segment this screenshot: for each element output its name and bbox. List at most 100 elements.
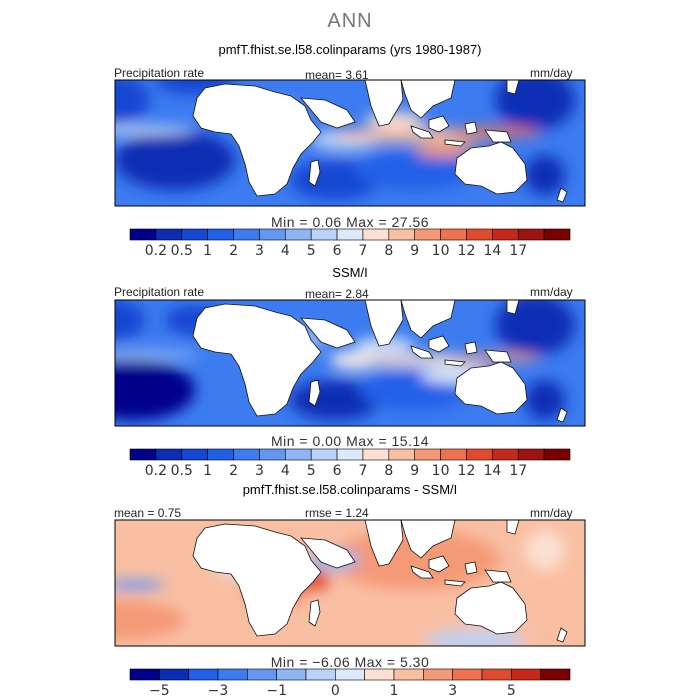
panel2-mean-text: mean= 2.84 — [305, 287, 369, 301]
colorbar-swatch — [259, 448, 286, 461]
colorbar-swatch — [364, 668, 395, 681]
colorbar-tick-label: −3 — [208, 683, 229, 699]
colorbar-swatch — [155, 448, 183, 461]
colorbar-swatch — [388, 448, 416, 461]
colorbar-swatch — [310, 448, 338, 461]
panel2-field-cell — [525, 380, 565, 420]
panel1-field-cell — [525, 155, 565, 195]
colorbar-swatch — [517, 228, 545, 241]
panel1-units: mm/day — [530, 66, 573, 80]
colorbar-tick-label: 3 — [255, 243, 264, 259]
colorbar-swatch — [129, 228, 157, 241]
colorbar-swatch — [492, 448, 519, 461]
colorbar-swatch — [517, 448, 545, 461]
panel1-title: pmfT.fhist.se.l58.colinparams (yrs 1980-… — [218, 42, 482, 57]
colorbar-tick-label: 7 — [358, 463, 367, 479]
panel3-field-cell — [525, 530, 565, 570]
colorbar-swatch — [336, 448, 364, 461]
colorbar-tick-label: 8 — [384, 463, 393, 479]
panel3-mean-text: mean = 0.75 — [114, 506, 182, 520]
panel1-variable-label: Precipitation rate — [114, 66, 205, 80]
panel2-field-cell — [115, 350, 200, 360]
colorbar-swatch — [540, 668, 571, 681]
panel1-map — [114, 79, 586, 207]
panel1-frame — [114, 79, 586, 207]
colorbar-tick-label: 9 — [410, 463, 419, 479]
panel1-mean-text: mean= 3.61 — [305, 68, 369, 82]
colorbar-swatch — [335, 668, 365, 681]
colorbar-tick-label: −1 — [266, 683, 287, 699]
colorbar-tick-label: 0.2 — [145, 463, 167, 479]
colorbar-swatch — [233, 228, 260, 241]
panel2-units: mm/day — [530, 285, 573, 299]
colorbar-tick-label: 1 — [390, 683, 399, 699]
panel2-variable-label: Precipitation rate — [114, 285, 205, 299]
colorbar-tick-label: 4 — [281, 463, 290, 479]
colorbar-swatch — [543, 228, 571, 241]
panel1-minmax: Min = 0.06 Max = 27.56 — [270, 214, 430, 230]
panel2-title: SSM/I — [332, 265, 368, 280]
colorbar-tick-label: −5 — [149, 683, 170, 699]
colorbar-swatch — [492, 228, 519, 241]
colorbar-tick-label: 12 — [458, 463, 476, 479]
colorbar-swatch — [466, 228, 493, 241]
panel3-field-cell — [425, 630, 525, 646]
panel3-map — [114, 519, 586, 647]
colorbar-swatch — [440, 448, 467, 461]
colorbar-swatch — [276, 668, 307, 681]
colorbar-swatch — [336, 228, 364, 241]
colorbar-tick-label: 17 — [509, 243, 527, 259]
colorbar-swatch — [452, 668, 483, 681]
colorbar-swatch — [155, 228, 183, 241]
colorbar-swatch — [388, 228, 416, 241]
colorbar-swatch — [543, 448, 571, 461]
colorbar-tick-label: 14 — [483, 463, 501, 479]
panel2-minmax: Min = 0.00 Max = 15.14 — [270, 433, 430, 449]
colorbar-swatch — [362, 448, 390, 461]
panel3-units: mm/day — [530, 506, 573, 520]
colorbar-tick-label: 2 — [229, 463, 238, 479]
colorbar-swatch — [284, 448, 312, 461]
colorbar-swatch — [414, 228, 441, 241]
colorbar-tick-label: 10 — [432, 463, 450, 479]
colorbar-swatch — [181, 448, 208, 461]
colorbar-tick-label: 7 — [358, 243, 367, 259]
colorbar-tick-label: 6 — [333, 243, 342, 259]
colorbar-tick-label: 1 — [203, 243, 212, 259]
panel1-field-cell — [355, 150, 475, 190]
panel1-field-cell — [115, 125, 195, 135]
colorbar-tick-label: 5 — [307, 243, 316, 259]
colorbar-swatch — [159, 668, 189, 681]
panel2-field-cell — [115, 360, 195, 420]
panel1-colorbar: 0.2 0.5 1 2 3 4 5 6 7 8 9 10 12 14 17 — [129, 228, 571, 259]
colorbar-tick-label: 5 — [307, 463, 316, 479]
colorbar-swatch — [188, 668, 219, 681]
panel2-field-cell — [115, 300, 145, 340]
colorbar-swatch — [362, 228, 390, 241]
panel3-colorbar: −5 −3 −1 0 1 3 5 — [129, 668, 571, 699]
colorbar-tick-label: 0.5 — [171, 463, 193, 479]
colorbar-swatch — [393, 668, 424, 681]
colorbar-tick-label: 2 — [229, 243, 238, 259]
panel3-rmse-text: rmse = 1.24 — [305, 506, 369, 520]
colorbar-swatch — [259, 228, 286, 241]
colorbar-tick-label: 10 — [432, 243, 450, 259]
colorbar-swatch — [129, 668, 160, 681]
panel3-minmax: Min = −6.06 Max = 5.30 — [270, 654, 430, 670]
colorbar-tick-label: 0.2 — [145, 243, 167, 259]
colorbar-tick-label: 3 — [255, 463, 264, 479]
colorbar-swatch — [440, 228, 467, 241]
colorbar-swatch — [181, 228, 208, 241]
panel3-field-cell — [115, 600, 185, 640]
colorbar-tick-label: 14 — [483, 243, 501, 259]
panel1-field-cell — [415, 143, 475, 157]
colorbar-tick-label: 3 — [448, 683, 457, 699]
colorbar-swatch — [423, 668, 453, 681]
panel1-field-cell — [115, 130, 235, 190]
colorbar-swatch — [129, 448, 157, 461]
colorbar-swatch — [217, 668, 248, 681]
colorbar-swatch — [207, 448, 234, 461]
colorbar-swatch — [207, 228, 234, 241]
colorbar-tick-label: 6 — [333, 463, 342, 479]
